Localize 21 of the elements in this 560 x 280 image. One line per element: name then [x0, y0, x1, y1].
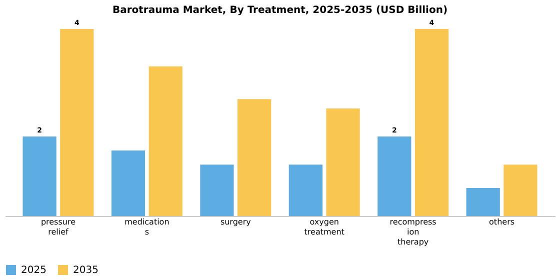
bar: [148, 66, 182, 216]
x-tick-label: others: [489, 218, 515, 226]
bar: [326, 108, 360, 216]
bar: [466, 188, 500, 216]
chart-title: Barotrauma Market, By Treatment, 2025-2035 (USD Billion): [112, 5, 448, 16]
bar: [60, 29, 94, 216]
bar: [504, 164, 538, 216]
x-tick-label: medications: [124, 218, 170, 236]
x-tick-label: surgery: [220, 218, 252, 226]
x-tick-label: pressure relief: [40, 218, 76, 236]
bar: [22, 136, 56, 216]
legend-label: 2035: [73, 265, 98, 276]
bar: [200, 164, 234, 216]
x-tick-label: recompression therapy: [390, 218, 436, 246]
bar: [238, 99, 272, 216]
bar: [414, 29, 449, 216]
bar: [288, 164, 322, 216]
x-tick-label: oxygen treatment: [304, 218, 344, 236]
bar: [378, 136, 412, 216]
bar: [111, 150, 146, 216]
legend-label: 2025: [21, 265, 46, 276]
